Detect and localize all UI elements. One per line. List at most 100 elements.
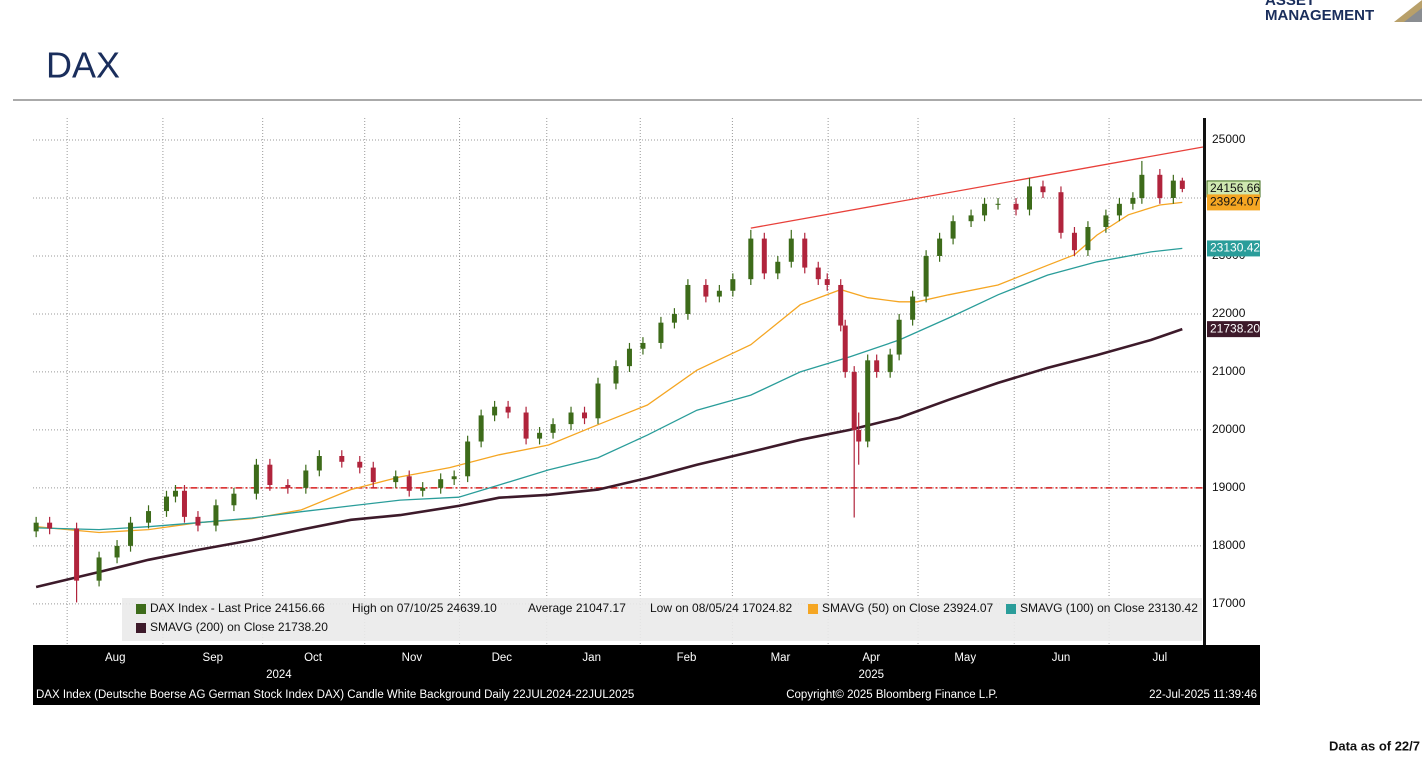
y-tick-label: 18000 <box>1212 538 1246 552</box>
candle-body <box>47 522 53 529</box>
candle-body <box>128 522 134 546</box>
x-tick-label: Sep <box>203 652 223 664</box>
candle-body <box>1157 174 1163 199</box>
candle-body <box>1179 180 1185 189</box>
logo-line: MANAGEMENT <box>1265 7 1374 24</box>
legend-stat: High on 07/10/25 24639.10 <box>352 601 497 615</box>
candle-body <box>96 557 102 581</box>
candle-body <box>370 467 376 483</box>
candle-body <box>316 455 322 471</box>
candle-body <box>685 284 691 314</box>
legend-stat: Low on 08/05/24 17024.82 <box>650 601 792 615</box>
candle-body <box>478 415 484 442</box>
candle-body <box>923 255 929 297</box>
candle-body <box>74 528 80 581</box>
x-tick-label: Jun <box>1052 652 1071 664</box>
candle-body <box>451 476 457 480</box>
footer-text: 22-Jul-2025 11:39:46 <box>1149 689 1257 701</box>
candle-body <box>357 461 363 468</box>
candle-body <box>824 279 830 285</box>
legend-label: SMAVG (50) on Close 23924.07 <box>822 601 994 615</box>
candle-body <box>163 496 169 512</box>
x-tick-label: Aug <box>105 652 125 664</box>
candle-body <box>658 322 664 343</box>
x-tick-label: Nov <box>402 652 423 664</box>
footer-text: DAX Index (Deutsche Boerse AG German Sto… <box>36 689 634 701</box>
legend-swatch <box>1006 604 1016 614</box>
candle-body <box>1103 215 1109 227</box>
page-title: DAX <box>46 45 120 86</box>
candle-body <box>146 511 152 523</box>
candle-body <box>887 354 893 372</box>
candle-body <box>492 406 498 416</box>
plot <box>33 118 1204 645</box>
candle-body <box>730 279 736 291</box>
x-tick-label: May <box>954 652 976 664</box>
candle-body <box>1170 180 1176 199</box>
last-value-box <box>1207 240 1260 257</box>
candle-body <box>982 203 988 216</box>
legend-box <box>122 598 1202 641</box>
candle-body <box>775 261 781 274</box>
footnote: Data as of 22/7 <box>1329 738 1420 753</box>
candle-body <box>1139 174 1145 199</box>
candle-body <box>303 470 309 488</box>
x-tick-label: Apr <box>862 652 880 664</box>
candle-body <box>550 424 556 433</box>
candle-body <box>1071 232 1077 251</box>
last-value-label: 23924.07 <box>1210 195 1260 209</box>
candle-body <box>761 238 767 274</box>
candle-body <box>748 238 754 280</box>
sma-line <box>36 247 1183 531</box>
candle-body <box>1130 198 1136 204</box>
axis-edge <box>1203 118 1206 645</box>
candle-body <box>842 325 848 372</box>
candle-body <box>537 432 543 439</box>
footer-text: Copyright© 2025 Bloomberg Finance L.P. <box>786 689 998 701</box>
candle-body <box>114 545 120 558</box>
x-tick-label: Jul <box>1152 652 1167 664</box>
candle-body <box>595 383 601 419</box>
candle-body <box>568 412 574 425</box>
y-tick-label: 25000 <box>1212 132 1246 146</box>
candle-body <box>640 342 646 349</box>
candle-body <box>1085 226 1091 251</box>
candle-body <box>339 455 345 462</box>
candle-body <box>613 366 619 384</box>
legend-label: DAX Index - Last Price 24156.66 <box>150 601 325 615</box>
candle-body <box>253 464 259 494</box>
candle-body <box>1013 203 1019 210</box>
candle-body <box>420 487 426 491</box>
y-tick-label: 22000 <box>1212 306 1246 320</box>
candle-body <box>995 203 1001 205</box>
candle-body <box>910 296 916 320</box>
bottom-band <box>33 645 1260 705</box>
candle-body <box>172 490 178 497</box>
legend-swatch <box>136 604 146 614</box>
logo-mark <box>1404 8 1422 22</box>
candle-body <box>181 490 187 517</box>
candle-body <box>505 406 511 413</box>
x-tick-label: Mar <box>771 652 791 664</box>
x-tick-label: Jan <box>582 652 601 664</box>
candle-body <box>950 221 956 239</box>
year-label: 2024 <box>266 669 292 681</box>
candle-body <box>231 493 237 506</box>
y-tick-label: 19000 <box>1212 480 1246 494</box>
candle-body <box>285 484 291 488</box>
candle-body <box>838 284 844 326</box>
candle-body <box>671 313 677 323</box>
y-tick-label: 20000 <box>1212 422 1246 436</box>
x-tick-label: Dec <box>492 652 513 664</box>
candle-body <box>802 238 808 268</box>
y-tick-label: 21000 <box>1212 364 1246 378</box>
sma-line <box>35 327 1183 589</box>
last-value-label: 21738.20 <box>1210 321 1260 335</box>
candle-body <box>438 479 444 488</box>
candle-body <box>213 505 219 526</box>
candle-body <box>582 412 588 419</box>
candle-body <box>267 464 273 485</box>
candle-body <box>865 360 871 442</box>
candle-body <box>33 522 39 532</box>
